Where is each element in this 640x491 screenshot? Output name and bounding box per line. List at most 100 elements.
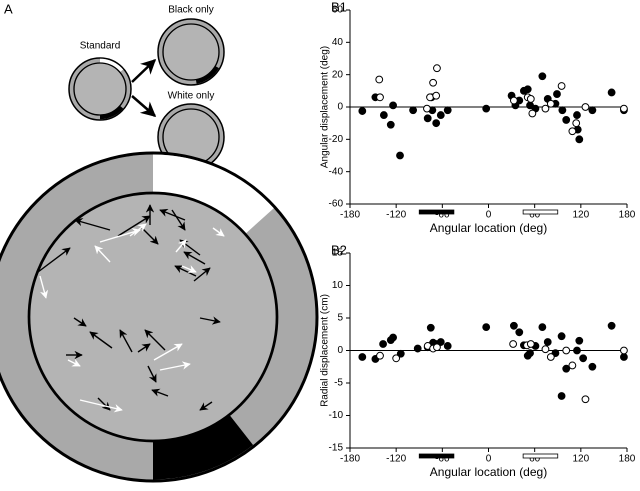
- arena-icons: [68, 18, 225, 171]
- panel-a: A Standard Black only White only: [0, 1, 319, 483]
- x-tick-label: 0: [486, 454, 492, 465]
- point: [573, 111, 581, 119]
- point: [541, 345, 550, 354]
- point: [423, 104, 431, 113]
- y-tick-label: -15: [329, 443, 344, 454]
- y-tick-label: 10: [332, 280, 344, 291]
- point: [588, 106, 597, 115]
- arrow: [119, 329, 133, 353]
- arrow: [212, 227, 225, 237]
- x-tick-label: 60: [529, 210, 541, 221]
- arena: [0, 151, 319, 483]
- arena-floor: [27, 191, 279, 443]
- arrow: [181, 265, 197, 273]
- point: [509, 96, 518, 105]
- y-tick-label: 0: [337, 345, 343, 356]
- arrow: [97, 397, 111, 411]
- white-cue: [153, 154, 274, 235]
- point: [557, 82, 566, 90]
- point: [376, 351, 384, 360]
- arrow: [89, 331, 113, 349]
- cue-bar: [522, 453, 559, 459]
- point: [541, 104, 550, 113]
- point: [436, 111, 445, 119]
- point: [509, 321, 518, 330]
- point: [358, 353, 367, 361]
- x-tick-label: 180: [619, 210, 636, 221]
- point: [528, 109, 537, 118]
- displacement-arrows: [37, 204, 225, 413]
- arrow: [193, 267, 211, 282]
- point: [572, 119, 581, 128]
- cue-bar: [418, 209, 455, 215]
- point: [379, 111, 388, 119]
- point: [568, 127, 577, 136]
- panel-label: B2: [331, 242, 347, 257]
- point: [562, 364, 571, 373]
- y-axis-label: Radial displacement (cm): [320, 294, 331, 407]
- point: [546, 99, 555, 108]
- y-tick-label: -40: [329, 166, 344, 177]
- arrow: [159, 361, 191, 371]
- arena-floor: [73, 62, 127, 116]
- point: [436, 338, 445, 346]
- point: [607, 321, 616, 330]
- point: [557, 332, 566, 341]
- y-tick-label: 20: [332, 69, 344, 80]
- x-tick-label: -180: [340, 454, 360, 465]
- chart-panel: B1 -60 -40 -20 0 20 40 60 -180 -120 -60 0 60 120 180 An…: [320, 0, 636, 235]
- point: [392, 354, 401, 363]
- arrow: [39, 275, 49, 299]
- y-axis-label: Angular displacement (deg): [320, 46, 331, 168]
- chart-panel: B2 -15 -10 -5 0 5 10 15 -180 -120 -60 0 60 120 180 Angu…: [320, 242, 636, 479]
- point: [575, 336, 584, 345]
- point: [575, 135, 584, 144]
- y-tick-label: 0: [337, 102, 343, 113]
- arrow: [153, 343, 183, 361]
- point: [409, 106, 417, 115]
- point: [568, 361, 577, 370]
- point: [376, 93, 384, 102]
- y-tick-label: -5: [334, 378, 343, 389]
- condition-label: White only: [168, 91, 215, 102]
- arrow: [183, 251, 206, 265]
- y-tick-label: -10: [329, 410, 344, 421]
- point: [509, 340, 518, 348]
- point: [620, 353, 628, 361]
- panel-label: B1: [331, 0, 347, 14]
- point: [375, 75, 384, 84]
- point: [396, 151, 404, 160]
- arrow: [147, 365, 157, 383]
- point: [389, 101, 397, 110]
- cue-bar: [418, 453, 455, 459]
- point: [558, 106, 567, 115]
- point: [557, 392, 566, 400]
- panel-label: A: [4, 1, 13, 16]
- point: [562, 116, 571, 124]
- x-tick-label: 120: [572, 454, 589, 465]
- point: [573, 346, 581, 355]
- point: [620, 346, 628, 355]
- x-tick-label: -180: [340, 210, 360, 221]
- x-tick-label: 120: [572, 210, 589, 221]
- point: [389, 333, 397, 342]
- condition-label: Standard: [80, 41, 121, 52]
- point: [482, 104, 491, 113]
- arrow: [159, 208, 186, 221]
- x-tick-label: 0: [486, 210, 492, 221]
- x-axis-label: Angular location (deg): [430, 465, 547, 479]
- arrow: [73, 317, 87, 327]
- black-cue: [153, 414, 254, 480]
- y-tick-label: 60: [332, 5, 344, 16]
- point: [553, 90, 561, 98]
- x-tick-label: 180: [619, 454, 636, 465]
- y-tick-label: 40: [332, 37, 344, 48]
- point: [579, 354, 588, 363]
- arrow: [144, 329, 166, 351]
- point: [358, 107, 367, 115]
- transition-arrow: [131, 95, 157, 117]
- point: [588, 362, 597, 371]
- point: [429, 78, 438, 87]
- x-tick-label: -60: [435, 454, 450, 465]
